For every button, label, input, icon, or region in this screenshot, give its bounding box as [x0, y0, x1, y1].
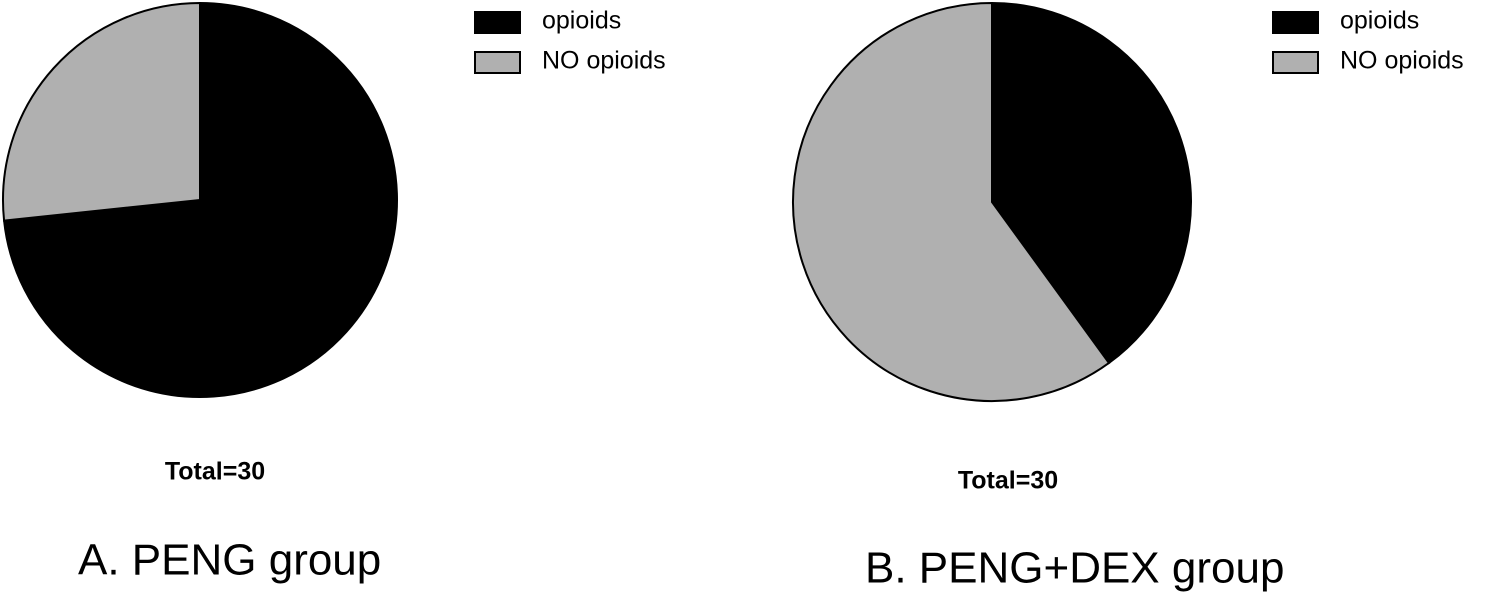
- legend-label: NO opioids: [542, 47, 666, 75]
- chart-title: A. PENG group: [78, 536, 381, 585]
- total-label: Total=30: [165, 458, 265, 486]
- legend-swatch: [1272, 11, 1319, 34]
- pie-slice: [2, 1, 201, 222]
- legend-swatch: [474, 11, 521, 34]
- legend-label: opioids: [542, 7, 621, 35]
- pie-slice: [991, 1, 1192, 365]
- legend-swatch: [1272, 51, 1319, 74]
- legend-label: NO opioids: [1340, 47, 1464, 75]
- pie-slice: [792, 1, 1111, 402]
- total-label: Total=30: [958, 467, 1058, 495]
- legend-swatch: [474, 51, 521, 74]
- chart-title: B. PENG+DEX group: [865, 544, 1284, 593]
- legend-label: opioids: [1340, 7, 1419, 35]
